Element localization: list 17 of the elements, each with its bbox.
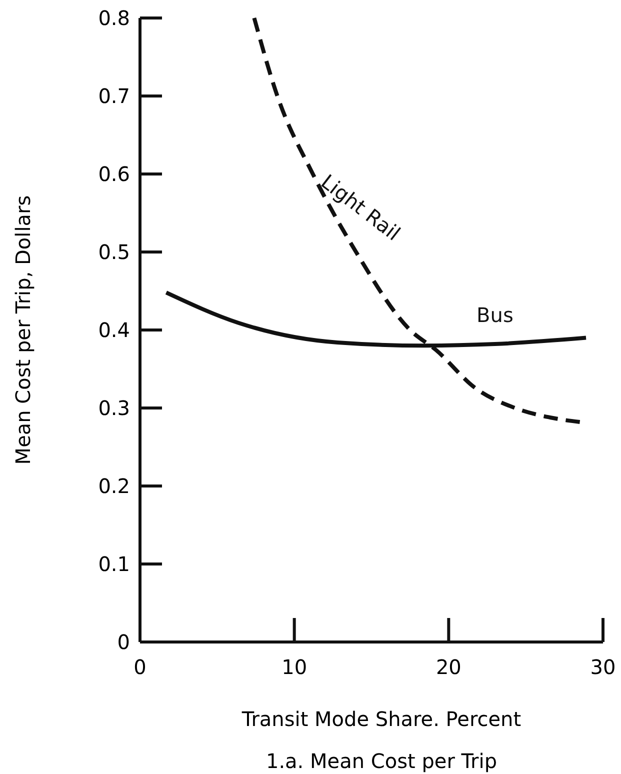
y-tick-label: 0 [117, 630, 130, 654]
y-axis-title: Mean Cost per Trip, Dollars [11, 195, 35, 465]
y-tick-label: 0.3 [98, 396, 130, 420]
series-label: Bus [476, 303, 514, 328]
text: 1.a. Mean Cost per Trip [266, 749, 498, 773]
x-tick-label: 20 [436, 655, 462, 679]
x-tick-label: 0 [134, 655, 146, 679]
y-tick-label: 0.6 [98, 162, 130, 186]
x-tick-label: 30 [590, 655, 616, 679]
y-tick-label: 0.1 [98, 552, 130, 576]
x-tick-label: 10 [282, 655, 308, 679]
x-axis-title: Transit Mode Share. Percent [240, 707, 522, 731]
y-tick-label: 0.7 [98, 84, 130, 108]
y-tick-label: 0.5 [98, 240, 130, 264]
y-tick-label: 0.8 [98, 6, 130, 30]
y-tick-label: 0.4 [98, 318, 130, 342]
y-tick-label: 0.2 [98, 474, 130, 498]
